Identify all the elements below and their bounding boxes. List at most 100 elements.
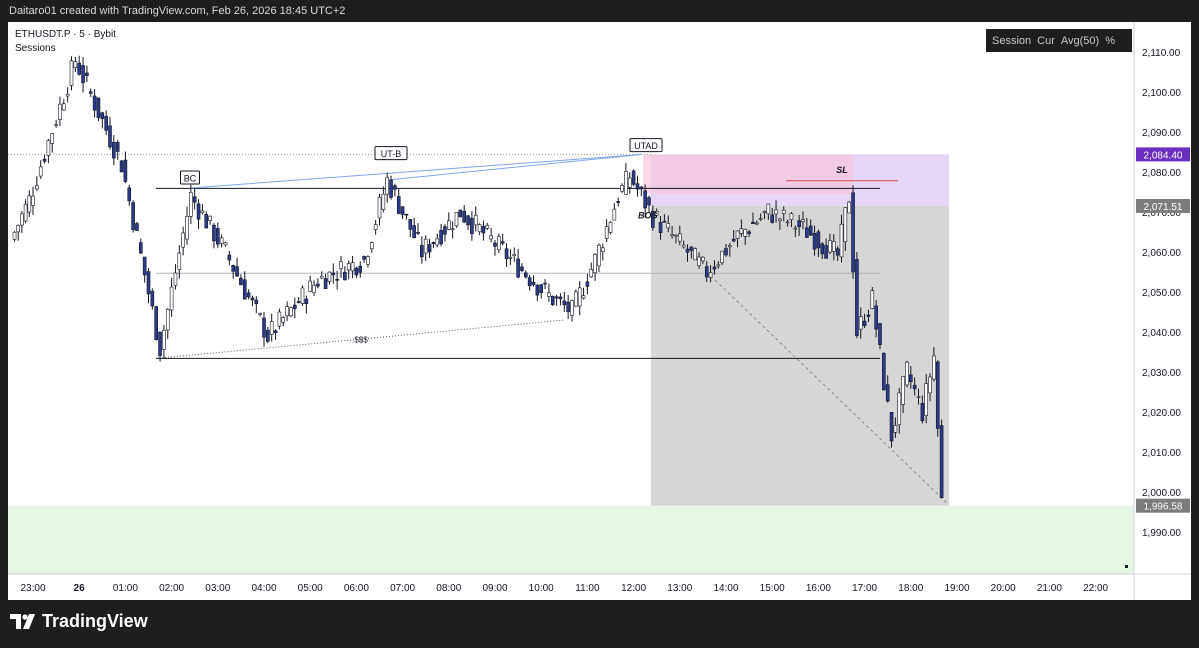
candle[interactable] — [624, 163, 628, 196]
candle[interactable] — [539, 283, 544, 299]
candle[interactable] — [173, 264, 178, 290]
candle[interactable] — [196, 199, 201, 230]
candle[interactable] — [204, 211, 209, 229]
candle[interactable] — [816, 229, 821, 258]
candle[interactable] — [627, 172, 632, 194]
candle[interactable] — [570, 299, 574, 322]
candle[interactable] — [674, 234, 678, 244]
candle[interactable] — [681, 240, 686, 249]
candle[interactable] — [450, 221, 455, 239]
candle[interactable] — [369, 241, 374, 253]
utad-label[interactable]: UTAD — [629, 138, 663, 153]
candle[interactable] — [762, 210, 767, 220]
candle[interactable] — [639, 186, 644, 197]
candle[interactable] — [778, 217, 782, 230]
candle[interactable] — [924, 374, 929, 424]
candle[interactable] — [870, 287, 875, 310]
candle[interactable] — [81, 56, 85, 93]
candle[interactable] — [258, 312, 262, 317]
candle[interactable] — [920, 395, 925, 424]
candle[interactable] — [593, 253, 597, 281]
candle[interactable] — [343, 266, 347, 281]
candle[interactable] — [516, 249, 520, 279]
candle[interactable] — [281, 316, 286, 327]
candle[interactable] — [216, 222, 220, 249]
candle[interactable] — [828, 233, 832, 255]
candle[interactable] — [12, 231, 17, 242]
candle[interactable] — [73, 56, 78, 72]
candle[interactable] — [396, 188, 401, 215]
candle[interactable] — [50, 132, 55, 153]
candle[interactable] — [162, 325, 166, 359]
candle[interactable] — [716, 261, 721, 269]
bc-label[interactable]: BC — [180, 170, 200, 185]
tradingview-logo[interactable]: TradingView — [10, 611, 148, 632]
candle[interactable] — [670, 226, 674, 239]
candle[interactable] — [635, 175, 640, 197]
candle[interactable] — [751, 212, 755, 224]
candle[interactable] — [346, 260, 351, 280]
candle[interactable] — [932, 347, 936, 382]
candle[interactable] — [685, 244, 690, 262]
candle[interactable] — [219, 234, 224, 248]
candle[interactable] — [331, 263, 336, 284]
candle[interactable] — [139, 238, 143, 255]
price-marker[interactable]: 2,084.40 — [1136, 147, 1190, 162]
candle[interactable] — [142, 256, 147, 283]
candle[interactable] — [543, 279, 547, 290]
price-marker[interactable]: 1,996.58 — [1136, 498, 1190, 513]
candle[interactable] — [566, 294, 570, 319]
candle[interactable] — [658, 216, 663, 240]
candle[interactable] — [477, 223, 482, 236]
candle[interactable] — [393, 183, 397, 197]
candle[interactable] — [277, 308, 282, 330]
candle[interactable] — [735, 230, 740, 248]
candle[interactable] — [96, 97, 101, 122]
candle[interactable] — [493, 239, 497, 256]
candle[interactable] — [916, 388, 921, 405]
candle[interactable] — [616, 197, 621, 207]
candle[interactable] — [547, 283, 551, 302]
candle[interactable] — [812, 225, 817, 256]
candle[interactable] — [200, 204, 205, 215]
candle[interactable] — [820, 242, 825, 259]
candle[interactable] — [550, 295, 555, 306]
candle[interactable] — [20, 211, 24, 233]
candle[interactable] — [824, 238, 828, 259]
candle[interactable] — [327, 271, 332, 285]
candle[interactable] — [266, 326, 270, 343]
candle[interactable] — [647, 195, 651, 213]
candle[interactable] — [381, 186, 386, 213]
trend-line-utb-utad[interactable] — [387, 153, 643, 181]
candle[interactable] — [269, 313, 274, 342]
candle[interactable] — [408, 219, 413, 238]
candle[interactable] — [677, 225, 682, 246]
candle[interactable] — [935, 360, 940, 437]
candle[interactable] — [808, 219, 813, 236]
candle[interactable] — [169, 278, 174, 317]
candle[interactable] — [562, 291, 567, 313]
candle[interactable] — [882, 352, 886, 391]
candle[interactable] — [689, 246, 694, 259]
candle[interactable] — [54, 119, 58, 128]
candle[interactable] — [377, 193, 382, 226]
candle[interactable] — [520, 263, 524, 273]
candle[interactable] — [23, 199, 28, 224]
candle[interactable] — [785, 219, 790, 227]
candle[interactable] — [554, 294, 559, 306]
candle[interactable] — [212, 222, 216, 249]
candle[interactable] — [312, 280, 316, 296]
candle[interactable] — [289, 306, 293, 318]
candle[interactable] — [31, 186, 35, 216]
candle[interactable] — [620, 183, 624, 193]
candle[interactable] — [177, 245, 182, 279]
candle[interactable] — [458, 209, 463, 218]
candle[interactable] — [470, 211, 474, 241]
candle[interactable] — [104, 110, 108, 136]
candle[interactable] — [296, 297, 301, 304]
candle[interactable] — [577, 281, 582, 316]
candle[interactable] — [192, 187, 197, 210]
candle[interactable] — [797, 214, 801, 237]
candle[interactable] — [704, 261, 709, 282]
candle[interactable] — [758, 213, 763, 221]
